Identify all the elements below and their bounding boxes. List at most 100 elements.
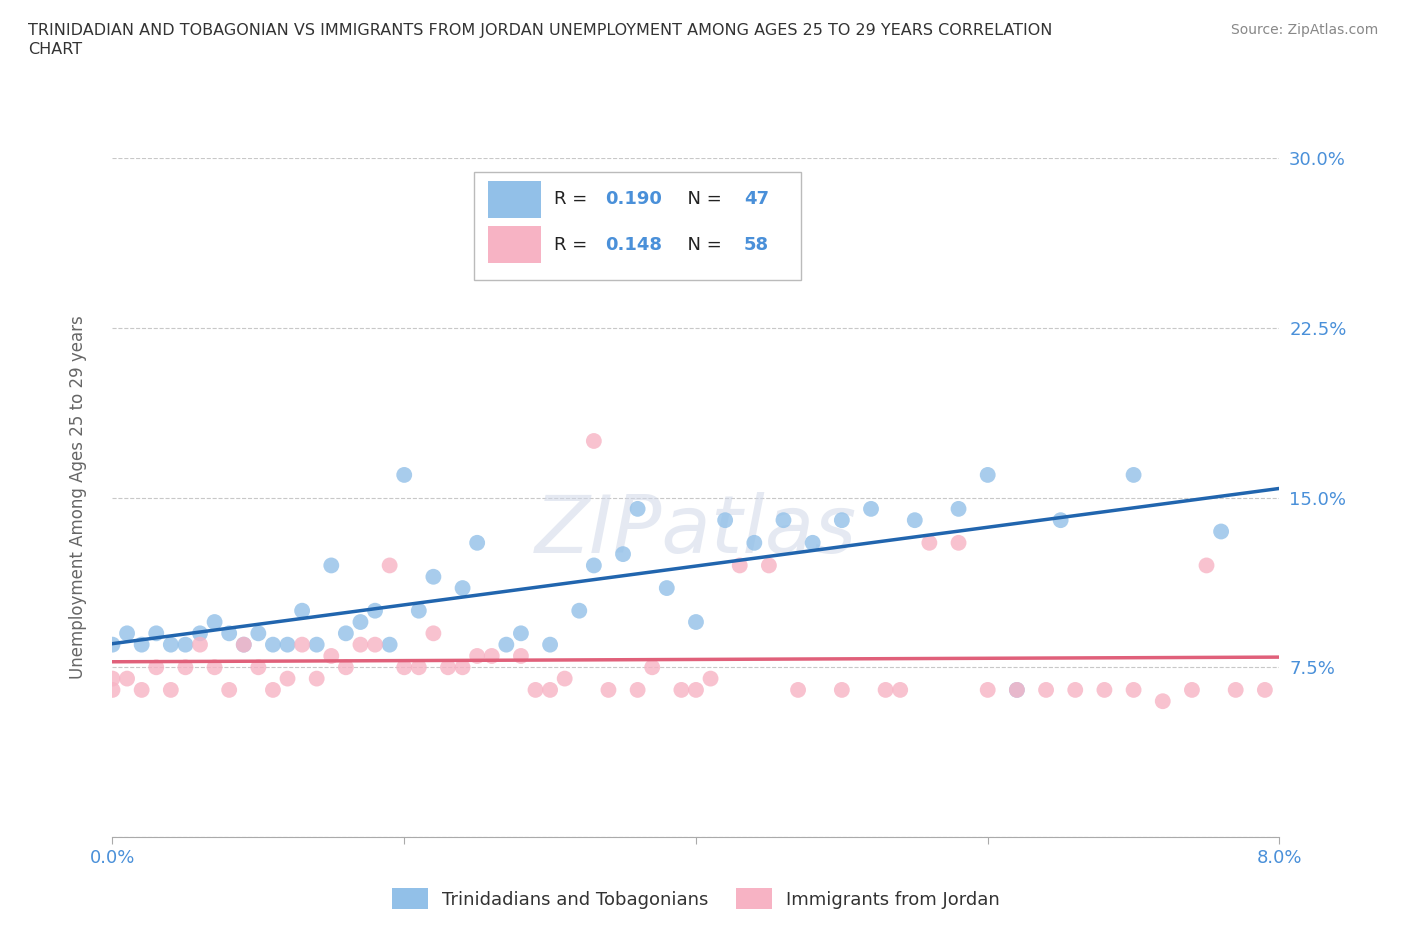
Point (787, 683, 810, 698)
Point (204, 660, 226, 675)
Text: N =: N = (676, 190, 728, 208)
Point (131, 637, 153, 652)
Point (160, 683, 183, 698)
FancyBboxPatch shape (488, 226, 541, 263)
Point (1152, 694, 1174, 709)
Point (1005, 683, 1028, 698)
Point (291, 604, 314, 618)
Point (801, 536, 824, 551)
Point (1181, 683, 1204, 698)
Point (598, 683, 620, 698)
Point (465, 648, 488, 663)
Point (714, 512, 737, 527)
Point (976, 468, 998, 483)
Point (321, 558, 343, 573)
Point (699, 671, 721, 686)
Point (451, 660, 474, 675)
Point (378, 558, 401, 573)
Point (364, 637, 387, 652)
Point (554, 671, 576, 686)
Point (408, 660, 430, 675)
Point (364, 604, 387, 618)
Point (465, 536, 488, 551)
Point (831, 512, 853, 527)
Point (422, 569, 444, 584)
FancyBboxPatch shape (488, 180, 541, 218)
Text: 0.190: 0.190 (605, 190, 662, 208)
Legend: Trinidadians and Tobagonians, Immigrants from Jordan: Trinidadians and Tobagonians, Immigrants… (385, 881, 1007, 916)
Point (685, 615, 707, 630)
Point (1035, 683, 1057, 698)
Point (772, 512, 794, 527)
Point (262, 637, 284, 652)
Point (276, 637, 298, 652)
Point (101, 637, 124, 652)
Y-axis label: Unemployment Among Ages 25 to 29 years: Unemployment Among Ages 25 to 29 years (69, 315, 87, 680)
Point (582, 558, 605, 573)
Point (904, 512, 927, 527)
Point (247, 626, 270, 641)
Point (188, 626, 211, 641)
Point (538, 683, 561, 698)
Point (174, 660, 197, 675)
Point (641, 660, 664, 675)
Point (218, 683, 240, 698)
Point (145, 660, 167, 675)
Text: N =: N = (676, 235, 728, 254)
Point (1195, 558, 1218, 573)
Point (1254, 683, 1277, 698)
Point (685, 683, 707, 698)
Point (291, 637, 314, 652)
Point (1094, 683, 1116, 698)
Point (392, 468, 416, 483)
Point (335, 626, 357, 641)
Point (495, 637, 517, 652)
Point (509, 648, 531, 663)
Point (305, 637, 328, 652)
Point (1005, 683, 1028, 698)
Point (1209, 524, 1232, 538)
Point (115, 626, 138, 641)
Point (1122, 468, 1144, 483)
Point (948, 536, 970, 551)
Point (742, 536, 765, 551)
Point (626, 501, 648, 516)
Point (392, 660, 416, 675)
Point (218, 626, 240, 641)
Point (655, 580, 678, 595)
Point (262, 683, 284, 698)
Point (160, 637, 183, 652)
Point (831, 683, 853, 698)
Text: Source: ZipAtlas.com: Source: ZipAtlas.com (1230, 23, 1378, 37)
Point (1225, 683, 1247, 698)
Point (131, 683, 153, 698)
Point (335, 660, 357, 675)
Point (349, 615, 371, 630)
Point (568, 604, 591, 618)
Point (758, 558, 780, 573)
Point (437, 660, 460, 675)
Point (188, 637, 211, 652)
Point (101, 683, 124, 698)
Point (509, 626, 531, 641)
Point (451, 580, 474, 595)
Point (422, 626, 444, 641)
Text: 47: 47 (744, 190, 769, 208)
Point (115, 671, 138, 686)
Text: 58: 58 (744, 235, 769, 254)
Point (481, 648, 503, 663)
Point (889, 683, 911, 698)
Text: CHART: CHART (28, 42, 82, 57)
Point (612, 547, 634, 562)
Point (948, 501, 970, 516)
Point (626, 683, 648, 698)
Point (145, 626, 167, 641)
Point (276, 671, 298, 686)
Point (859, 501, 883, 516)
Point (524, 683, 547, 698)
Point (1122, 683, 1144, 698)
Point (976, 683, 998, 698)
Point (1049, 512, 1071, 527)
Text: ZIPatlas: ZIPatlas (534, 493, 858, 570)
Text: TRINIDADIAN AND TOBAGONIAN VS IMMIGRANTS FROM JORDAN UNEMPLOYMENT AMONG AGES 25 : TRINIDADIAN AND TOBAGONIAN VS IMMIGRANTS… (28, 23, 1053, 38)
